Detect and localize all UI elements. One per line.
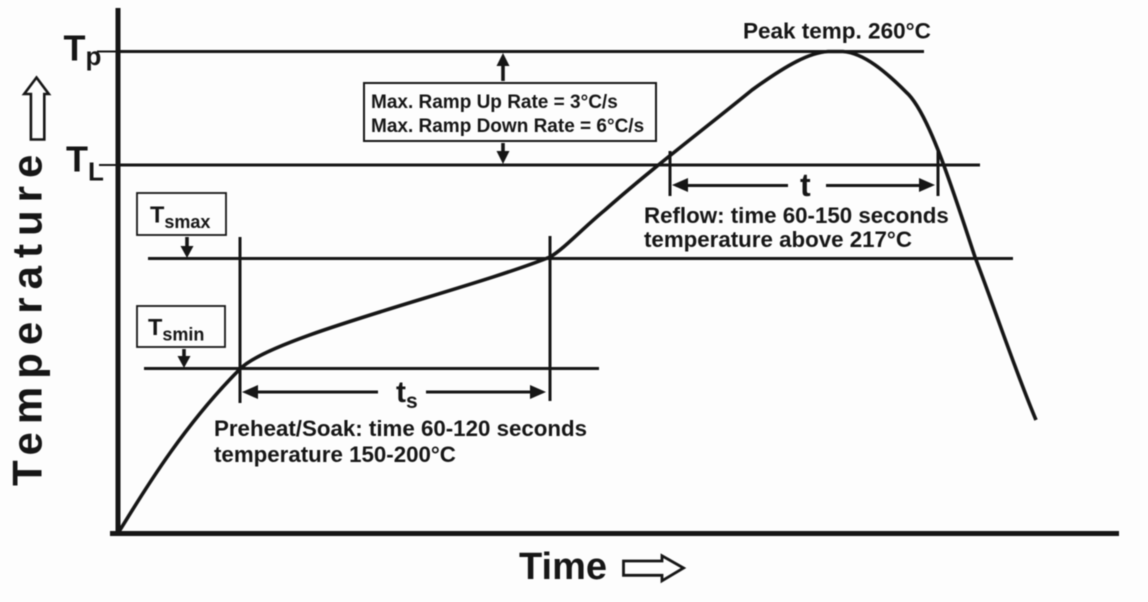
svg-text:temperature above 217°C: temperature above 217°C bbox=[644, 227, 912, 252]
svg-text:Tsmax: Tsmax bbox=[150, 201, 210, 231]
svg-text:Temperature: Temperature bbox=[4, 147, 51, 486]
svg-text:Max. Ramp Down Rate = 6°C/s: Max. Ramp Down Rate = 6°C/s bbox=[371, 116, 644, 137]
svg-text:ts: ts bbox=[396, 376, 418, 413]
svg-text:Tp: Tp bbox=[64, 28, 102, 72]
svg-text:Max. Ramp Up Rate = 3°C/s: Max. Ramp Up Rate = 3°C/s bbox=[371, 92, 618, 113]
svg-text:t: t bbox=[800, 167, 811, 203]
svg-text:TL: TL bbox=[66, 139, 104, 187]
svg-text:Reflow: time 60-150 seconds: Reflow: time 60-150 seconds bbox=[644, 203, 949, 228]
svg-text:Time: Time bbox=[519, 546, 607, 588]
svg-text:Preheat/Soak: time 60-120 seco: Preheat/Soak: time 60-120 seconds bbox=[214, 416, 587, 441]
svg-text:Peak temp. 260°C: Peak temp. 260°C bbox=[743, 19, 931, 44]
svg-text:temperature 150-200°C: temperature 150-200°C bbox=[214, 442, 456, 467]
svg-text:Tsmin: Tsmin bbox=[148, 314, 204, 344]
